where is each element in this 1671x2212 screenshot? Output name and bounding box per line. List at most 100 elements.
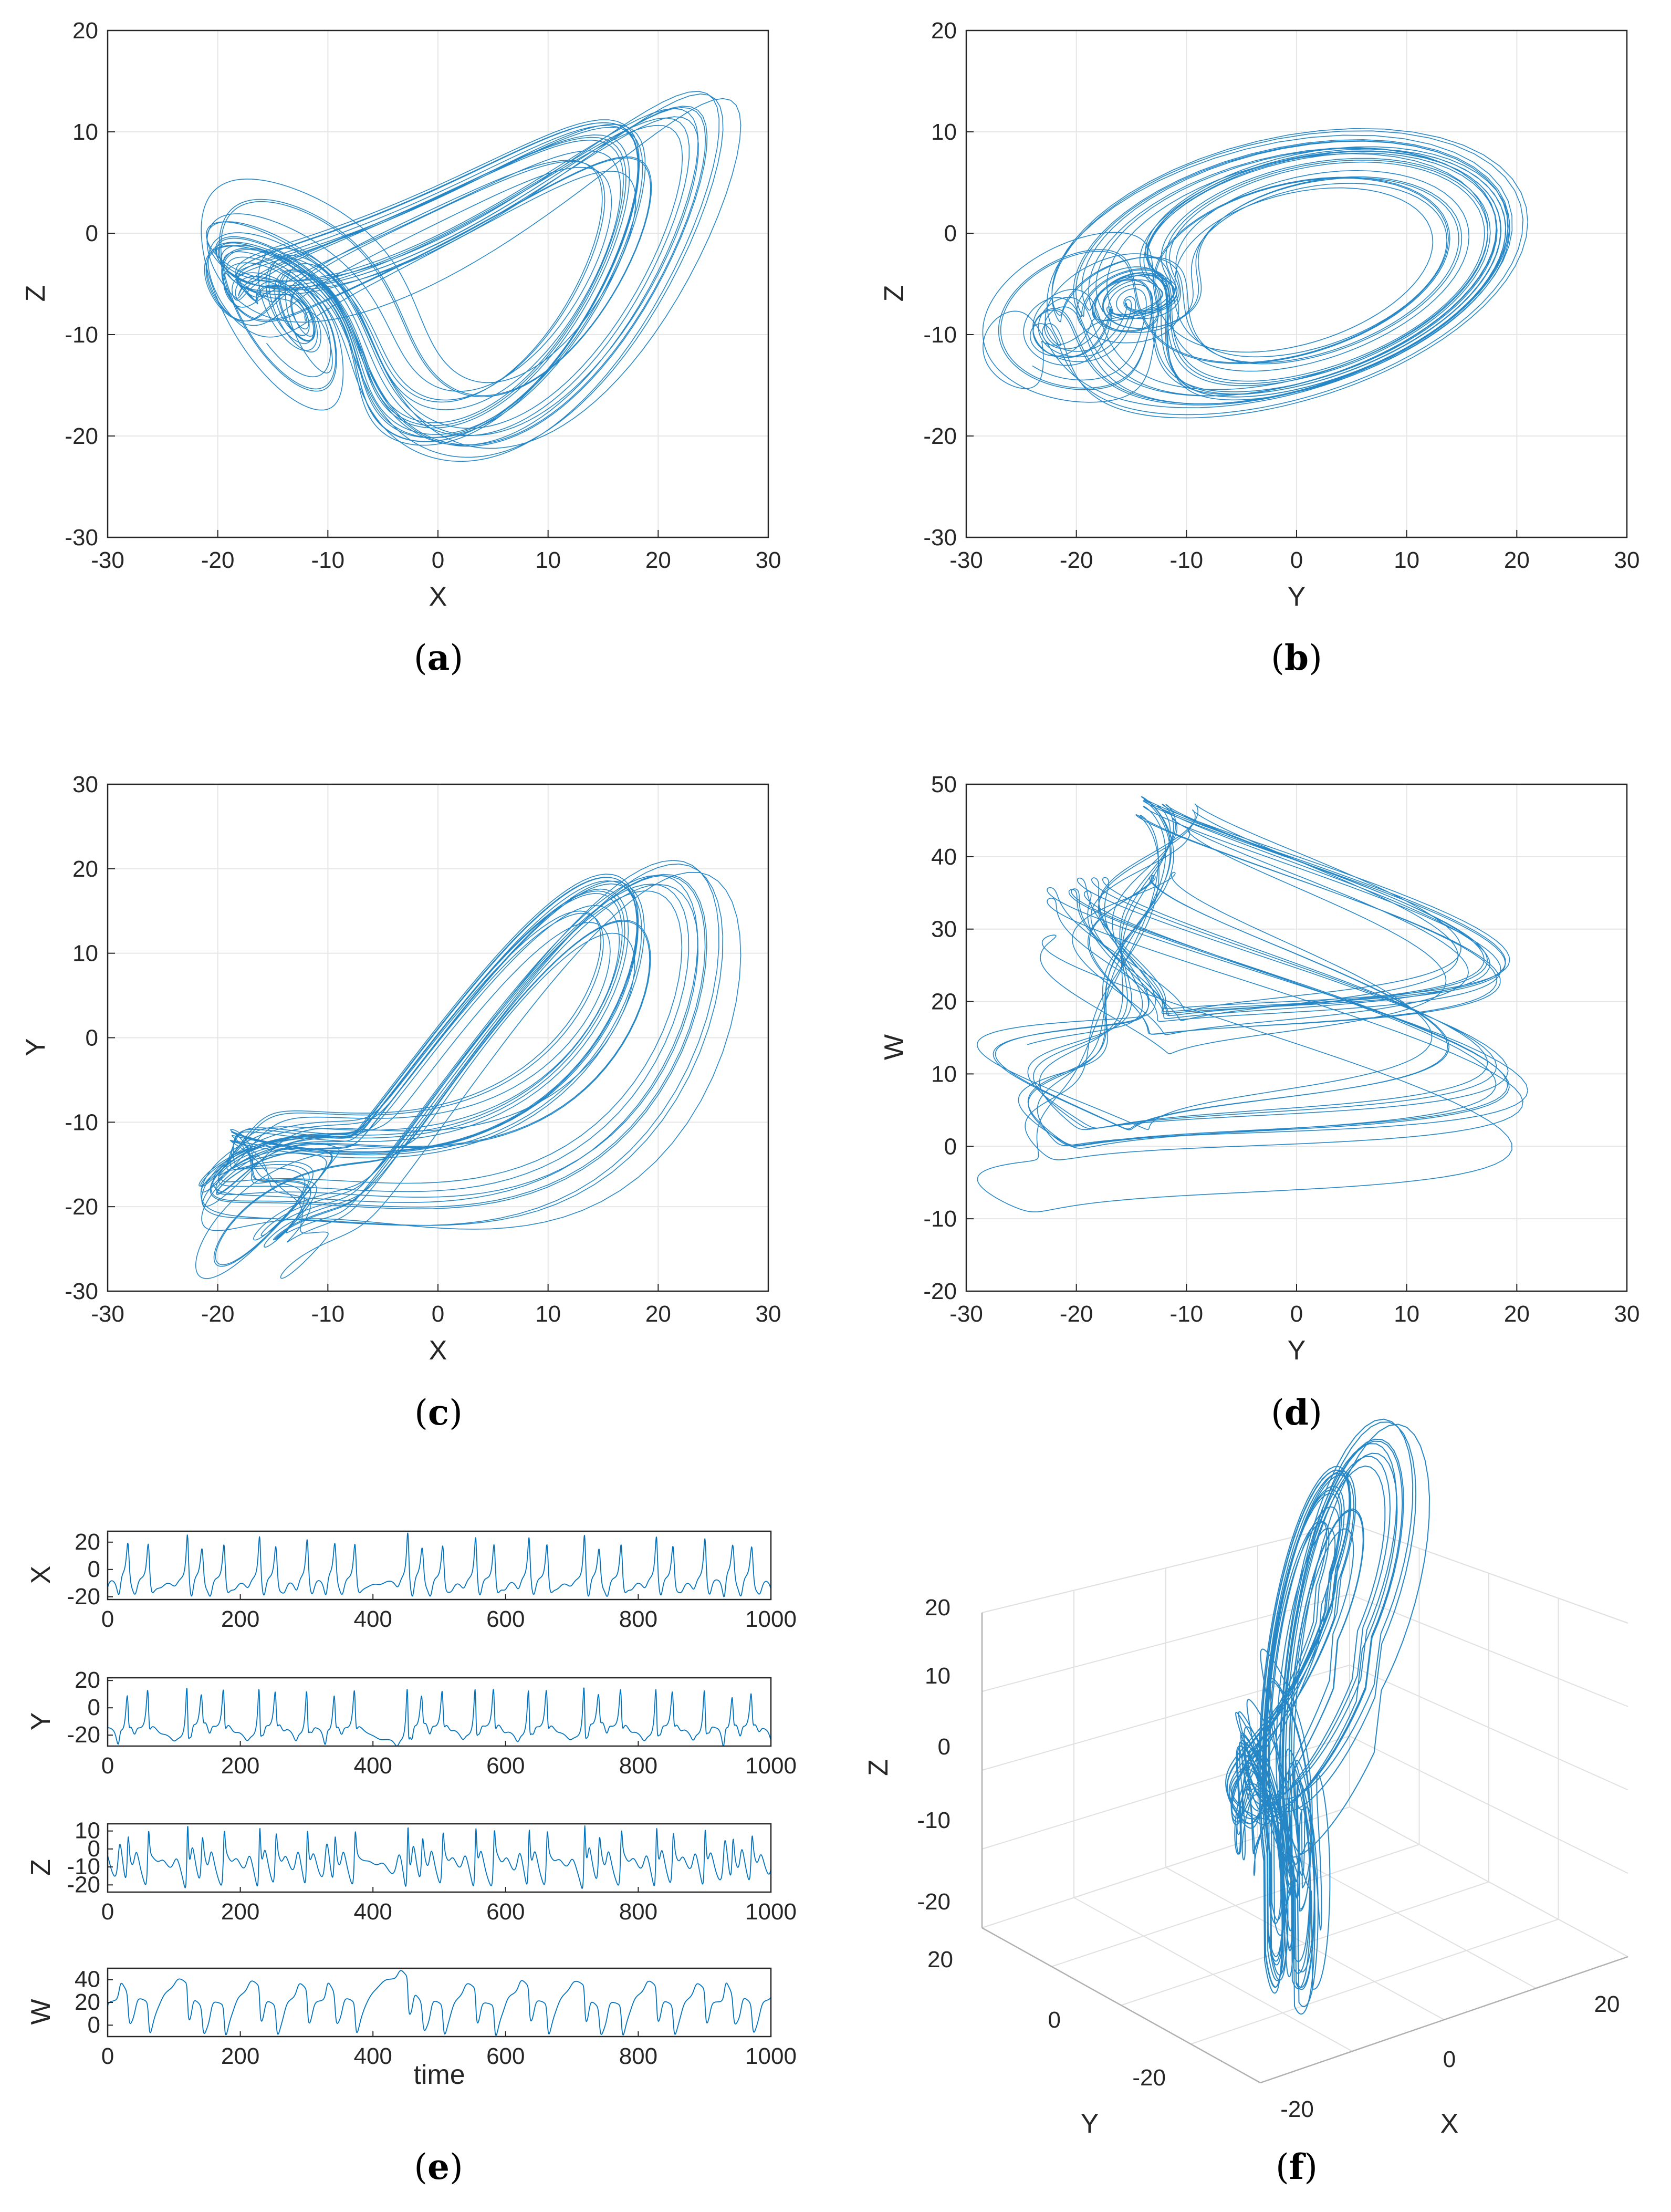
timeseries-line [107, 1532, 771, 1597]
x-tick-label: -30 [91, 1301, 124, 1327]
x-tick-label: -30 [91, 547, 124, 573]
floor-gridline [1165, 1867, 1445, 2020]
z-tick-label: 20 [925, 1595, 951, 1621]
x-tick-label: 0 [101, 1606, 114, 1632]
y-tick-label: -20 [67, 1584, 100, 1609]
x-tick-label: 20 [645, 547, 671, 573]
y-tick-label: -10 [67, 1854, 100, 1879]
y-axis-label: Y [1081, 2109, 1099, 2139]
x-tick-label: 400 [353, 1753, 392, 1779]
subplot-area [108, 1531, 771, 1600]
caption-b: (b) [1271, 637, 1322, 678]
x-tick-label: 400 [353, 1606, 392, 1632]
box-edge [1349, 1523, 1628, 1624]
y-tick-label: 40 [75, 1967, 100, 1992]
z-tick-label: -10 [917, 1808, 951, 1833]
y-tick-label: 30 [931, 917, 957, 942]
x-tick-label: -20 [1060, 1301, 1093, 1327]
x-tick-label: 600 [486, 2043, 525, 2069]
timeseries-line [107, 1970, 771, 2036]
y-tick-label: 50 [931, 772, 957, 797]
panel-b: -30 -20 -10 0 10 20 30 -30 -20 -10 0 10 20 Y Z [879, 18, 1639, 612]
subplot-area [108, 1678, 771, 1746]
axes-frame [107, 29, 769, 538]
x-axis-label: X [429, 581, 447, 612]
x-tick-label: 1000 [745, 1606, 797, 1632]
y-tick-label: -20 [923, 1279, 957, 1304]
caption-letter: d [1284, 1392, 1309, 1433]
x-tick-label: -30 [949, 1301, 983, 1327]
x-tick-label: 800 [619, 1753, 657, 1779]
timeseries-line [107, 1825, 771, 1889]
panel-f: -20 -10 0 10 20 -20 0 20 -20 0 20 Z Y X [863, 1418, 1628, 2139]
x-tick-label: 800 [619, 1606, 657, 1632]
x-tick-label: 10 [535, 1301, 561, 1327]
x-tick-label: 200 [221, 1753, 259, 1779]
x-tick-label: 600 [486, 1899, 525, 1925]
caption-close: ) [1309, 1393, 1322, 1433]
y-tick-label: -20 [923, 423, 957, 449]
z-tick-label: -20 [917, 1889, 951, 1915]
y-tick-label: -20 [67, 1872, 100, 1897]
subplot-y-label: Z [26, 1859, 56, 1876]
caption-close: ) [450, 2147, 463, 2187]
y-tick-label: 20 [72, 18, 98, 44]
x-tick-label: -30 [949, 547, 983, 573]
caption-open: ( [1271, 1393, 1284, 1433]
x-tick-label: -10 [1170, 547, 1204, 573]
caption-a: (a) [414, 637, 463, 678]
trajectory-line [195, 860, 741, 1279]
caption-e: (e) [414, 2146, 463, 2187]
x-tick-label: 200 [221, 1606, 259, 1632]
y-tick-label: 0 [88, 1556, 100, 1582]
subplot-y-label: W [26, 1999, 56, 2024]
caption-open: ( [414, 1393, 428, 1433]
y-tick-label: 0 [944, 1134, 957, 1159]
subplot-frame [107, 1967, 772, 2038]
caption-open: ( [1271, 638, 1284, 678]
trajectory-line [982, 128, 1529, 419]
caption-letter: f [1289, 2146, 1306, 2187]
caption-close: ) [1309, 638, 1322, 678]
x-axis-label: X [1440, 2109, 1459, 2139]
x-tick-label: 0 [1290, 1301, 1303, 1327]
y-tick-label: 20 [75, 1989, 100, 2015]
y-tick-label: -30 [65, 525, 98, 551]
caption-close: ) [1304, 2147, 1318, 2187]
y-axis-label: Z [879, 285, 910, 302]
caption-letter: e [427, 2146, 450, 2187]
x-axis-label: time [413, 2060, 465, 2090]
x-tick-label: -20 [201, 1301, 235, 1327]
y-tick-label: 0 [86, 1025, 98, 1051]
x-tick-label: 0 [1290, 547, 1303, 573]
y-tick-label: 20 [75, 1529, 100, 1555]
caption-letter: c [428, 1392, 449, 1433]
y-tick-label: 0 [88, 2012, 100, 2038]
trajectory-line [977, 796, 1529, 1212]
y-tick-label: 10 [931, 1061, 957, 1087]
box-edge [981, 1523, 1350, 1613]
y-axis-label: Y [20, 1038, 51, 1056]
y-tick-label: -10 [65, 1109, 98, 1135]
axes-frame [107, 783, 769, 1292]
x-tick-label: -10 [311, 547, 345, 573]
x-tick-label: -20 [1280, 2096, 1314, 2122]
y-tick-label: 10 [931, 119, 957, 145]
trajectory-3d-line [1225, 1418, 1430, 2015]
y-tick-label: 40 [931, 844, 957, 870]
y-tick-label: 0 [88, 1836, 100, 1862]
y-tick-label: -20 [65, 1194, 98, 1220]
x-tick-label: 200 [221, 1899, 259, 1925]
subplot-y-label: Y [26, 1712, 56, 1731]
y-axis-label: Z [20, 285, 51, 302]
x-tick-label: 20 [1504, 547, 1530, 573]
x-tick-label: 30 [756, 1301, 781, 1327]
caption-letter: b [1284, 637, 1309, 678]
y-axis-line [981, 1927, 1261, 2084]
subplot-frame [107, 1823, 772, 1893]
y-tick-label: -20 [1132, 2065, 1166, 2091]
axes-frame [965, 783, 1628, 1292]
y-tick-label: 20 [75, 1667, 100, 1693]
x-tick-label: 30 [1614, 1301, 1640, 1327]
